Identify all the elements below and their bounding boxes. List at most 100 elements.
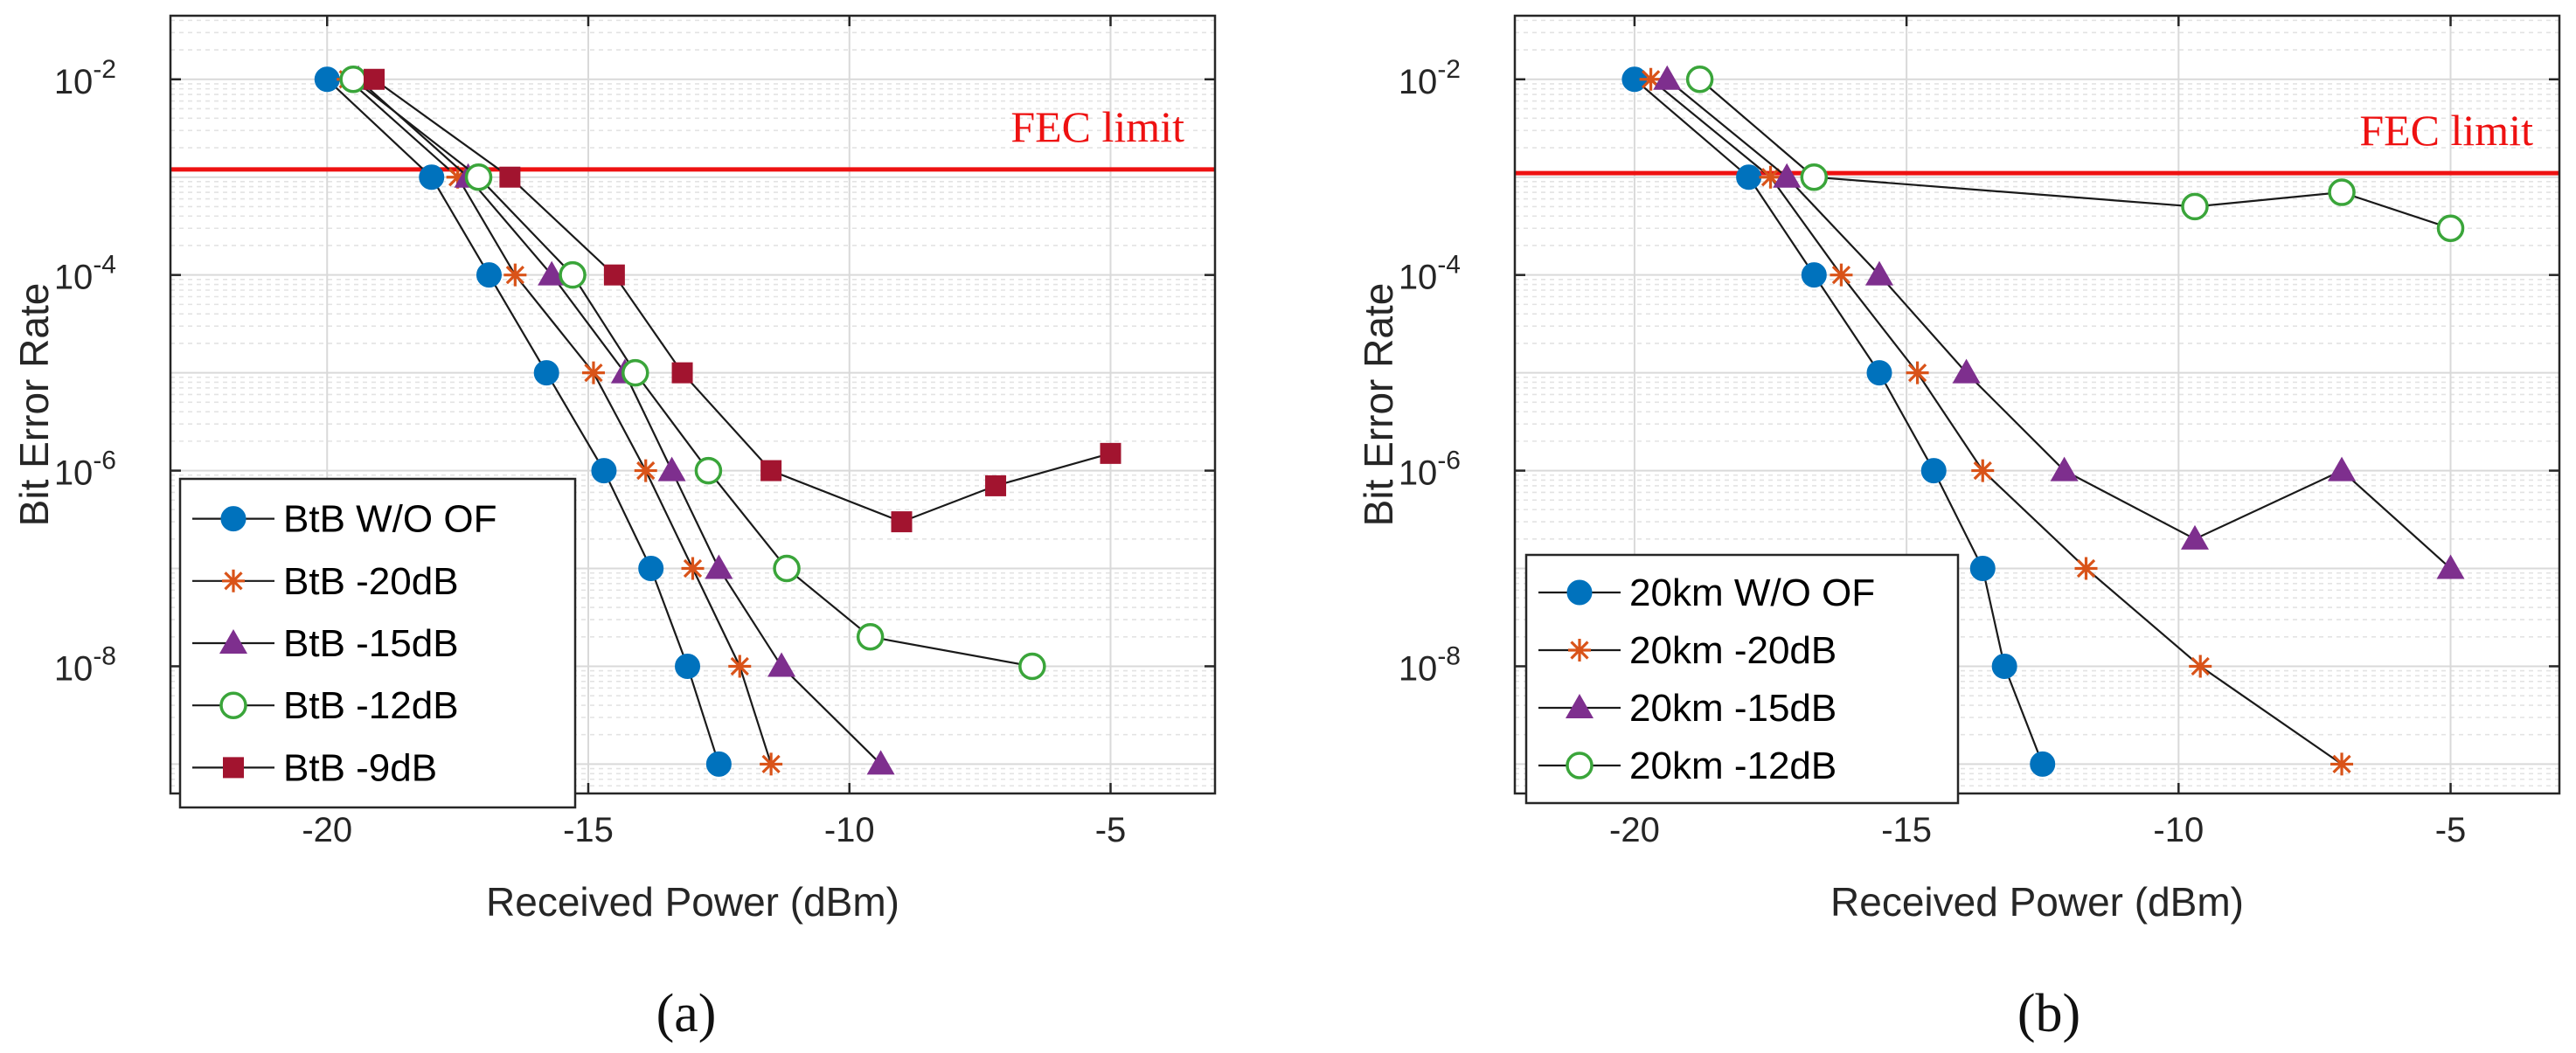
x-axis-label: Received Power (dBm): [1830, 879, 2244, 925]
series-0: [1621, 66, 2056, 777]
y-tick-label: 10-8: [54, 641, 116, 688]
data-point: [2436, 214, 2465, 243]
legend-label: 20km -20dB: [1629, 629, 1837, 672]
data-point: [581, 361, 605, 384]
data-point: [2074, 557, 2098, 580]
data-point: [1830, 263, 1853, 287]
data-point: [1801, 262, 1827, 288]
data-point: [538, 260, 566, 286]
y-axis-label: Bit Error Rate: [1356, 283, 1401, 527]
data-point: [621, 358, 649, 387]
data-point: [419, 164, 445, 191]
series-1: [337, 67, 783, 776]
data-point: [1736, 164, 1762, 191]
data-point: [476, 262, 502, 288]
data-point: [1685, 66, 1714, 94]
legend-marker: [1566, 579, 1593, 606]
x-tick-label: -15: [1881, 811, 1932, 849]
legend-marker: [223, 757, 244, 779]
data-point: [1653, 65, 1682, 90]
fec-limit-label: FEC limit: [2359, 106, 2533, 155]
data-point: [446, 165, 469, 189]
legend-label: BtB -12dB: [283, 684, 459, 727]
x-tick-label: -10: [2153, 811, 2204, 849]
data-point: [705, 554, 733, 579]
data-point: [671, 362, 693, 384]
chart-panel-a: FEC limit -20 -15 -10 -5 10-8 10-6 10-4 10-2 Rece…: [11, 14, 1217, 925]
data-point: [728, 655, 752, 678]
data-point: [767, 652, 796, 677]
legend-marker: [222, 569, 245, 592]
caption-a: (a): [656, 984, 717, 1043]
x-axis-label: Received Power (dBm): [486, 879, 899, 925]
x-tick-label: -5: [1095, 811, 1127, 849]
series-2: [1653, 65, 2465, 579]
series-line: [347, 78, 773, 765]
data-point: [638, 556, 664, 582]
data-point: [464, 163, 493, 191]
data-point: [634, 459, 657, 482]
y-tick-label: 10-6: [54, 447, 116, 493]
series-1: [1639, 67, 2354, 776]
series-line: [1634, 78, 2044, 765]
series-line: [358, 78, 882, 766]
legend: 20km W/O OF 20km -20dB 20km -15dB 20km -12d…: [1524, 553, 1960, 805]
legend-marker: [1566, 752, 1594, 779]
data-point: [891, 511, 913, 533]
data-point: [705, 751, 732, 777]
y-axis-label: Bit Error Rate: [11, 283, 57, 527]
data-point: [681, 557, 705, 580]
data-point: [2181, 192, 2209, 221]
legend-label: BtB -15dB: [283, 622, 459, 665]
data-point: [533, 360, 559, 386]
series-0: [314, 66, 732, 777]
series-3: [1685, 66, 2465, 243]
data-point: [675, 653, 701, 679]
data-point: [1773, 163, 1802, 188]
data-point: [1991, 653, 2017, 679]
data-point: [603, 264, 625, 286]
series-line: [1666, 78, 2452, 570]
legend-label: 20km -12dB: [1629, 745, 1837, 787]
legend-label: 20km -15dB: [1629, 687, 1837, 730]
data-point: [499, 166, 521, 188]
data-point: [2436, 554, 2465, 579]
data-point: [760, 460, 782, 481]
data-point: [2030, 751, 2056, 777]
legend-marker: [1568, 639, 1591, 662]
data-point: [591, 458, 617, 484]
data-point: [339, 66, 367, 94]
data-point: [1759, 165, 1782, 189]
legend-label: 20km W/O OF: [1629, 572, 1875, 614]
data-point: [1018, 652, 1046, 681]
legend-label: BtB -20dB: [283, 560, 459, 603]
data-point: [2330, 752, 2354, 776]
data-point: [314, 66, 340, 93]
data-point: [503, 263, 527, 287]
series-line: [1649, 78, 2343, 766]
series-4: [364, 68, 1121, 533]
legend-label: BtB W/O OF: [283, 498, 496, 541]
series-line: [373, 78, 1111, 523]
axes-box: [169, 14, 1217, 795]
data-point: [1906, 361, 1929, 384]
data-point: [364, 68, 385, 90]
series-3: [339, 66, 1046, 681]
legend-marker: [219, 691, 247, 719]
fec-limit-label: FEC limit: [1010, 102, 1184, 151]
y-tick-label: 10-8: [1399, 641, 1461, 688]
x-tick-label: -15: [563, 811, 614, 849]
x-tick-label: -20: [1609, 811, 1660, 849]
series-line: [326, 78, 720, 765]
data-point: [985, 475, 1007, 496]
data-point: [2180, 524, 2209, 550]
axes-box: [1513, 14, 2561, 795]
data-point: [1800, 163, 1829, 191]
data-point: [559, 260, 587, 289]
data-point: [1969, 556, 1996, 582]
chart-panel-b: FEC limit -20 -15 -10 -5 10-8 10-6 10-4 10-2 Rece…: [1356, 14, 2561, 925]
legend-box: [1524, 553, 1960, 805]
data-point: [1639, 67, 1663, 91]
legend-marker: [1566, 694, 1594, 718]
